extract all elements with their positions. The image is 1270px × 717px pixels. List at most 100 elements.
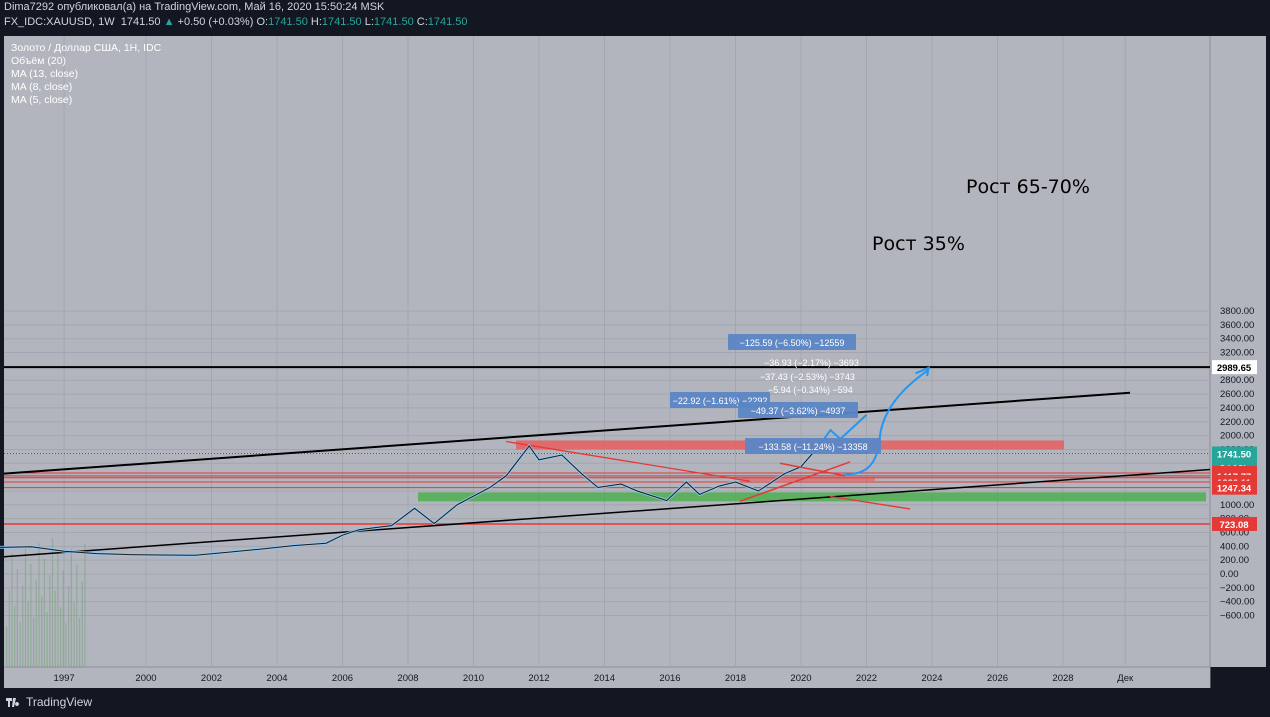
volume-bar <box>11 553 13 667</box>
y-tick-label: 400.00 <box>1220 541 1249 552</box>
volume-bar <box>81 581 83 667</box>
x-tick-label: 2000 <box>135 673 156 684</box>
y-tick-label: 3400.00 <box>1220 334 1254 345</box>
volume-bar <box>73 602 75 667</box>
close-label: C: <box>416 16 428 28</box>
y-tick-label: 3200.00 <box>1220 348 1254 359</box>
volume-bar <box>57 554 59 667</box>
x-tick-label: 2016 <box>659 673 680 684</box>
x-tick-label: 2018 <box>725 673 746 684</box>
measure-top-text: −125.59 (−6.50%) −12559 <box>740 338 845 348</box>
x-tick-label: 2026 <box>987 673 1008 684</box>
volume-bar <box>84 544 86 667</box>
x-tick-label: 2024 <box>921 673 942 684</box>
x-tick-label: 2004 <box>266 673 287 684</box>
red-cross-line[interactable] <box>739 461 851 503</box>
x-tick-label: 2028 <box>1052 673 1073 684</box>
time-axis[interactable] <box>4 667 1210 688</box>
upper-trend-line[interactable] <box>3 391 1131 475</box>
volume-bar <box>14 606 16 667</box>
small-red-zone[interactable] <box>740 477 875 481</box>
symbol-name: FX_IDC:XAUUSD, 1W <box>4 16 115 28</box>
volume-bar <box>16 569 18 667</box>
price-chart[interactable]: 3800.003600.003400.003200.003000.002800.… <box>0 30 1270 688</box>
change-arrow-icon: ▲ <box>163 16 175 28</box>
y-tick-label: 2800.00 <box>1220 375 1254 386</box>
plot-area[interactable] <box>4 36 1210 667</box>
measure-green[interactable] <box>738 402 858 418</box>
badge-r5 <box>1212 516 1257 531</box>
badge-2989-text: 2989.65 <box>1217 363 1252 374</box>
close-value: 1741.50 <box>427 16 468 28</box>
volume-bar <box>54 591 56 667</box>
legend-ma5[interactable]: MA (5, close) <box>11 94 73 106</box>
measure-bottom-text: −133.58 (−11.24%) −13358 <box>758 442 867 452</box>
last-price: 1741.50 <box>120 16 161 28</box>
volume-bar <box>24 548 27 667</box>
high-value: 1741.50 <box>321 16 362 28</box>
publish-info: Dima7292 опубликовал(а) на TradingView.c… <box>0 0 1270 15</box>
volume-bar <box>38 543 40 667</box>
badge-r4 <box>1212 480 1257 495</box>
x-tick-label: 1997 <box>54 673 75 684</box>
tradingview-brand: TradingView <box>26 695 93 709</box>
x-tick-label: 2020 <box>790 673 811 684</box>
x-tick-label: 2014 <box>594 673 615 684</box>
legend-ma13[interactable]: MA (13, close) <box>11 68 79 80</box>
x-tick-label: 2010 <box>463 673 484 684</box>
measure-mid3: −5.94 (−0.34%) −594 <box>768 385 853 395</box>
measure-green-text: −49.37 (−3.62%) −4937 <box>751 406 846 416</box>
x-tick-label: 2008 <box>397 673 418 684</box>
volume-bar <box>43 559 45 667</box>
volume-bar <box>8 590 10 667</box>
legend-volume[interactable]: Объём (20) <box>11 55 67 67</box>
open-value: 1741.50 <box>268 16 308 28</box>
legend-ma8[interactable]: MA (8, close) <box>11 81 73 93</box>
red-cross-line[interactable] <box>779 462 846 477</box>
low-value: 1741.50 <box>373 16 414 28</box>
price-axis[interactable] <box>1210 36 1266 667</box>
y-tick-label: 1000.00 <box>1220 500 1254 511</box>
footer-bar <box>0 688 1270 717</box>
measure-top[interactable] <box>728 334 856 350</box>
support-zone[interactable] <box>418 492 1206 502</box>
y-tick-label: 2000.00 <box>1220 431 1254 442</box>
volume-bar <box>49 575 51 667</box>
measure-bottom[interactable] <box>745 438 881 454</box>
low-label: L: <box>364 16 374 28</box>
growth-65-label[interactable]: Рост 65-70% <box>966 176 1090 198</box>
descending-red-line[interactable] <box>505 440 751 482</box>
volume-bar <box>33 617 35 667</box>
badge-current-price <box>1212 446 1257 461</box>
volume-bar <box>76 565 78 667</box>
volume-bar <box>27 601 29 667</box>
volume-bar <box>22 585 24 667</box>
volume-bar <box>30 564 32 667</box>
volume-bar <box>6 627 8 667</box>
red-down-line[interactable] <box>829 495 911 510</box>
y-tick-label: 2200.00 <box>1220 417 1254 428</box>
badge-2989 <box>1212 360 1257 375</box>
badge-current-price-text: 1741.50 <box>1217 449 1251 460</box>
volume-bar <box>70 549 72 667</box>
y-tick-label: 2600.00 <box>1220 389 1254 400</box>
x-tick-label: Дек <box>1117 673 1134 684</box>
volume-bar <box>62 570 64 667</box>
lower-trend-line[interactable] <box>3 468 1211 558</box>
y-tick-label: −200.00 <box>1220 583 1255 594</box>
y-tick-label: 2400.00 <box>1220 403 1254 414</box>
volume-bar <box>35 580 37 667</box>
y-tick-label: 3600.00 <box>1220 320 1254 331</box>
growth-35-label[interactable]: Рост 35% <box>872 233 965 255</box>
y-tick-label: 600.00 <box>1220 527 1249 538</box>
open-label: O: <box>256 16 269 28</box>
x-tick-label: 2002 <box>201 673 222 684</box>
price-change: +0.50 (+0.03%) <box>177 16 254 28</box>
measure-mid1: −36.93 (−2.17%) −3693 <box>764 358 859 368</box>
y-tick-label: 0.00 <box>1220 569 1239 580</box>
y-tick-label: 3800.00 <box>1220 306 1254 317</box>
symbol-info-bar: FX_IDC:XAUUSD, 1W 1741.50 ▲ +0.50 (+0.03… <box>0 15 1270 30</box>
legend-title[interactable]: Золото / Доллар США, 1Н, IDC <box>11 42 162 54</box>
volume-bar <box>78 618 81 667</box>
